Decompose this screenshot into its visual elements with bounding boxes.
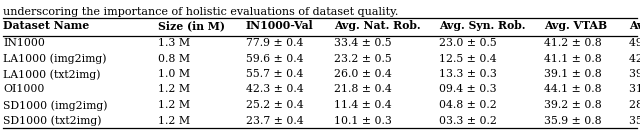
Text: 1.3 M: 1.3 M [158,38,190,48]
Text: 23.7 ± 0.4: 23.7 ± 0.4 [246,116,303,126]
Text: 03.3 ± 0.2: 03.3 ± 0.2 [439,116,497,126]
Text: 41.2 ± 0.8: 41.2 ± 0.8 [544,38,602,48]
Text: 44.1 ± 0.8: 44.1 ± 0.8 [544,85,602,94]
Text: 1.2 M: 1.2 M [158,85,190,94]
Text: 23.0 ± 0.5: 23.0 ± 0.5 [439,38,497,48]
Text: SD1000 (img2img): SD1000 (img2img) [3,100,108,111]
Text: 0.8 M: 0.8 M [158,53,190,64]
Text: 25.2 ± 0.4: 25.2 ± 0.4 [246,100,303,110]
Text: 35.8 ± 0.2: 35.8 ± 0.2 [629,116,640,126]
Text: 42.3 ± 0.4: 42.3 ± 0.4 [246,85,303,94]
Text: 42.3 ± 0.2: 42.3 ± 0.2 [629,53,640,64]
Text: 1.0 M: 1.0 M [158,69,190,79]
Text: 11.4 ± 0.4: 11.4 ± 0.4 [334,100,392,110]
Text: Size (in M): Size (in M) [158,20,225,31]
Text: 33.4 ± 0.5: 33.4 ± 0.5 [334,38,392,48]
Text: 41.1 ± 0.8: 41.1 ± 0.8 [544,53,602,64]
Text: 26.0 ± 0.4: 26.0 ± 0.4 [334,69,392,79]
Text: IN1000: IN1000 [3,38,45,48]
Text: 39.2 ± 0.8: 39.2 ± 0.8 [544,100,602,110]
Text: 77.9 ± 0.4: 77.9 ± 0.4 [246,38,303,48]
Text: 12.5 ± 0.4: 12.5 ± 0.4 [439,53,497,64]
Text: 23.2 ± 0.5: 23.2 ± 0.5 [334,53,392,64]
Text: 35.9 ± 0.8: 35.9 ± 0.8 [544,116,602,126]
Text: Dataset Name: Dataset Name [3,20,89,31]
Text: LA1000 (txt2img): LA1000 (txt2img) [3,69,100,80]
Text: 10.1 ± 0.3: 10.1 ± 0.3 [334,116,392,126]
Text: 1.2 M: 1.2 M [158,116,190,126]
Text: 21.8 ± 0.4: 21.8 ± 0.4 [334,85,392,94]
Text: Avg. SSL: Avg. SSL [629,20,640,31]
Text: Avg. Syn. Rob.: Avg. Syn. Rob. [439,20,525,31]
Text: 09.4 ± 0.3: 09.4 ± 0.3 [439,85,497,94]
Text: 39.1 ± 0.8: 39.1 ± 0.8 [544,69,602,79]
Text: 1.2 M: 1.2 M [158,100,190,110]
Text: 04.8 ± 0.2: 04.8 ± 0.2 [439,100,497,110]
Text: 31.9 ± 0.2: 31.9 ± 0.2 [629,85,640,94]
Text: Avg. Nat. Rob.: Avg. Nat. Rob. [334,20,420,31]
Text: 13.3 ± 0.3: 13.3 ± 0.3 [439,69,497,79]
Text: 59.6 ± 0.4: 59.6 ± 0.4 [246,53,303,64]
Text: SD1000 (txt2img): SD1000 (txt2img) [3,116,102,126]
Text: 28.8 ± 0.2: 28.8 ± 0.2 [629,100,640,110]
Text: OI1000: OI1000 [3,85,44,94]
Text: IN1000-Val: IN1000-Val [246,20,314,31]
Text: 55.7 ± 0.4: 55.7 ± 0.4 [246,69,303,79]
Text: LA1000 (img2img): LA1000 (img2img) [3,53,106,64]
Text: Avg. VTAB: Avg. VTAB [544,20,607,31]
Text: 49.8 ± 0.2: 49.8 ± 0.2 [629,38,640,48]
Text: 39.2 ± 0.2: 39.2 ± 0.2 [629,69,640,79]
Text: underscoring the importance of holistic evaluations of dataset quality.: underscoring the importance of holistic … [3,7,398,17]
